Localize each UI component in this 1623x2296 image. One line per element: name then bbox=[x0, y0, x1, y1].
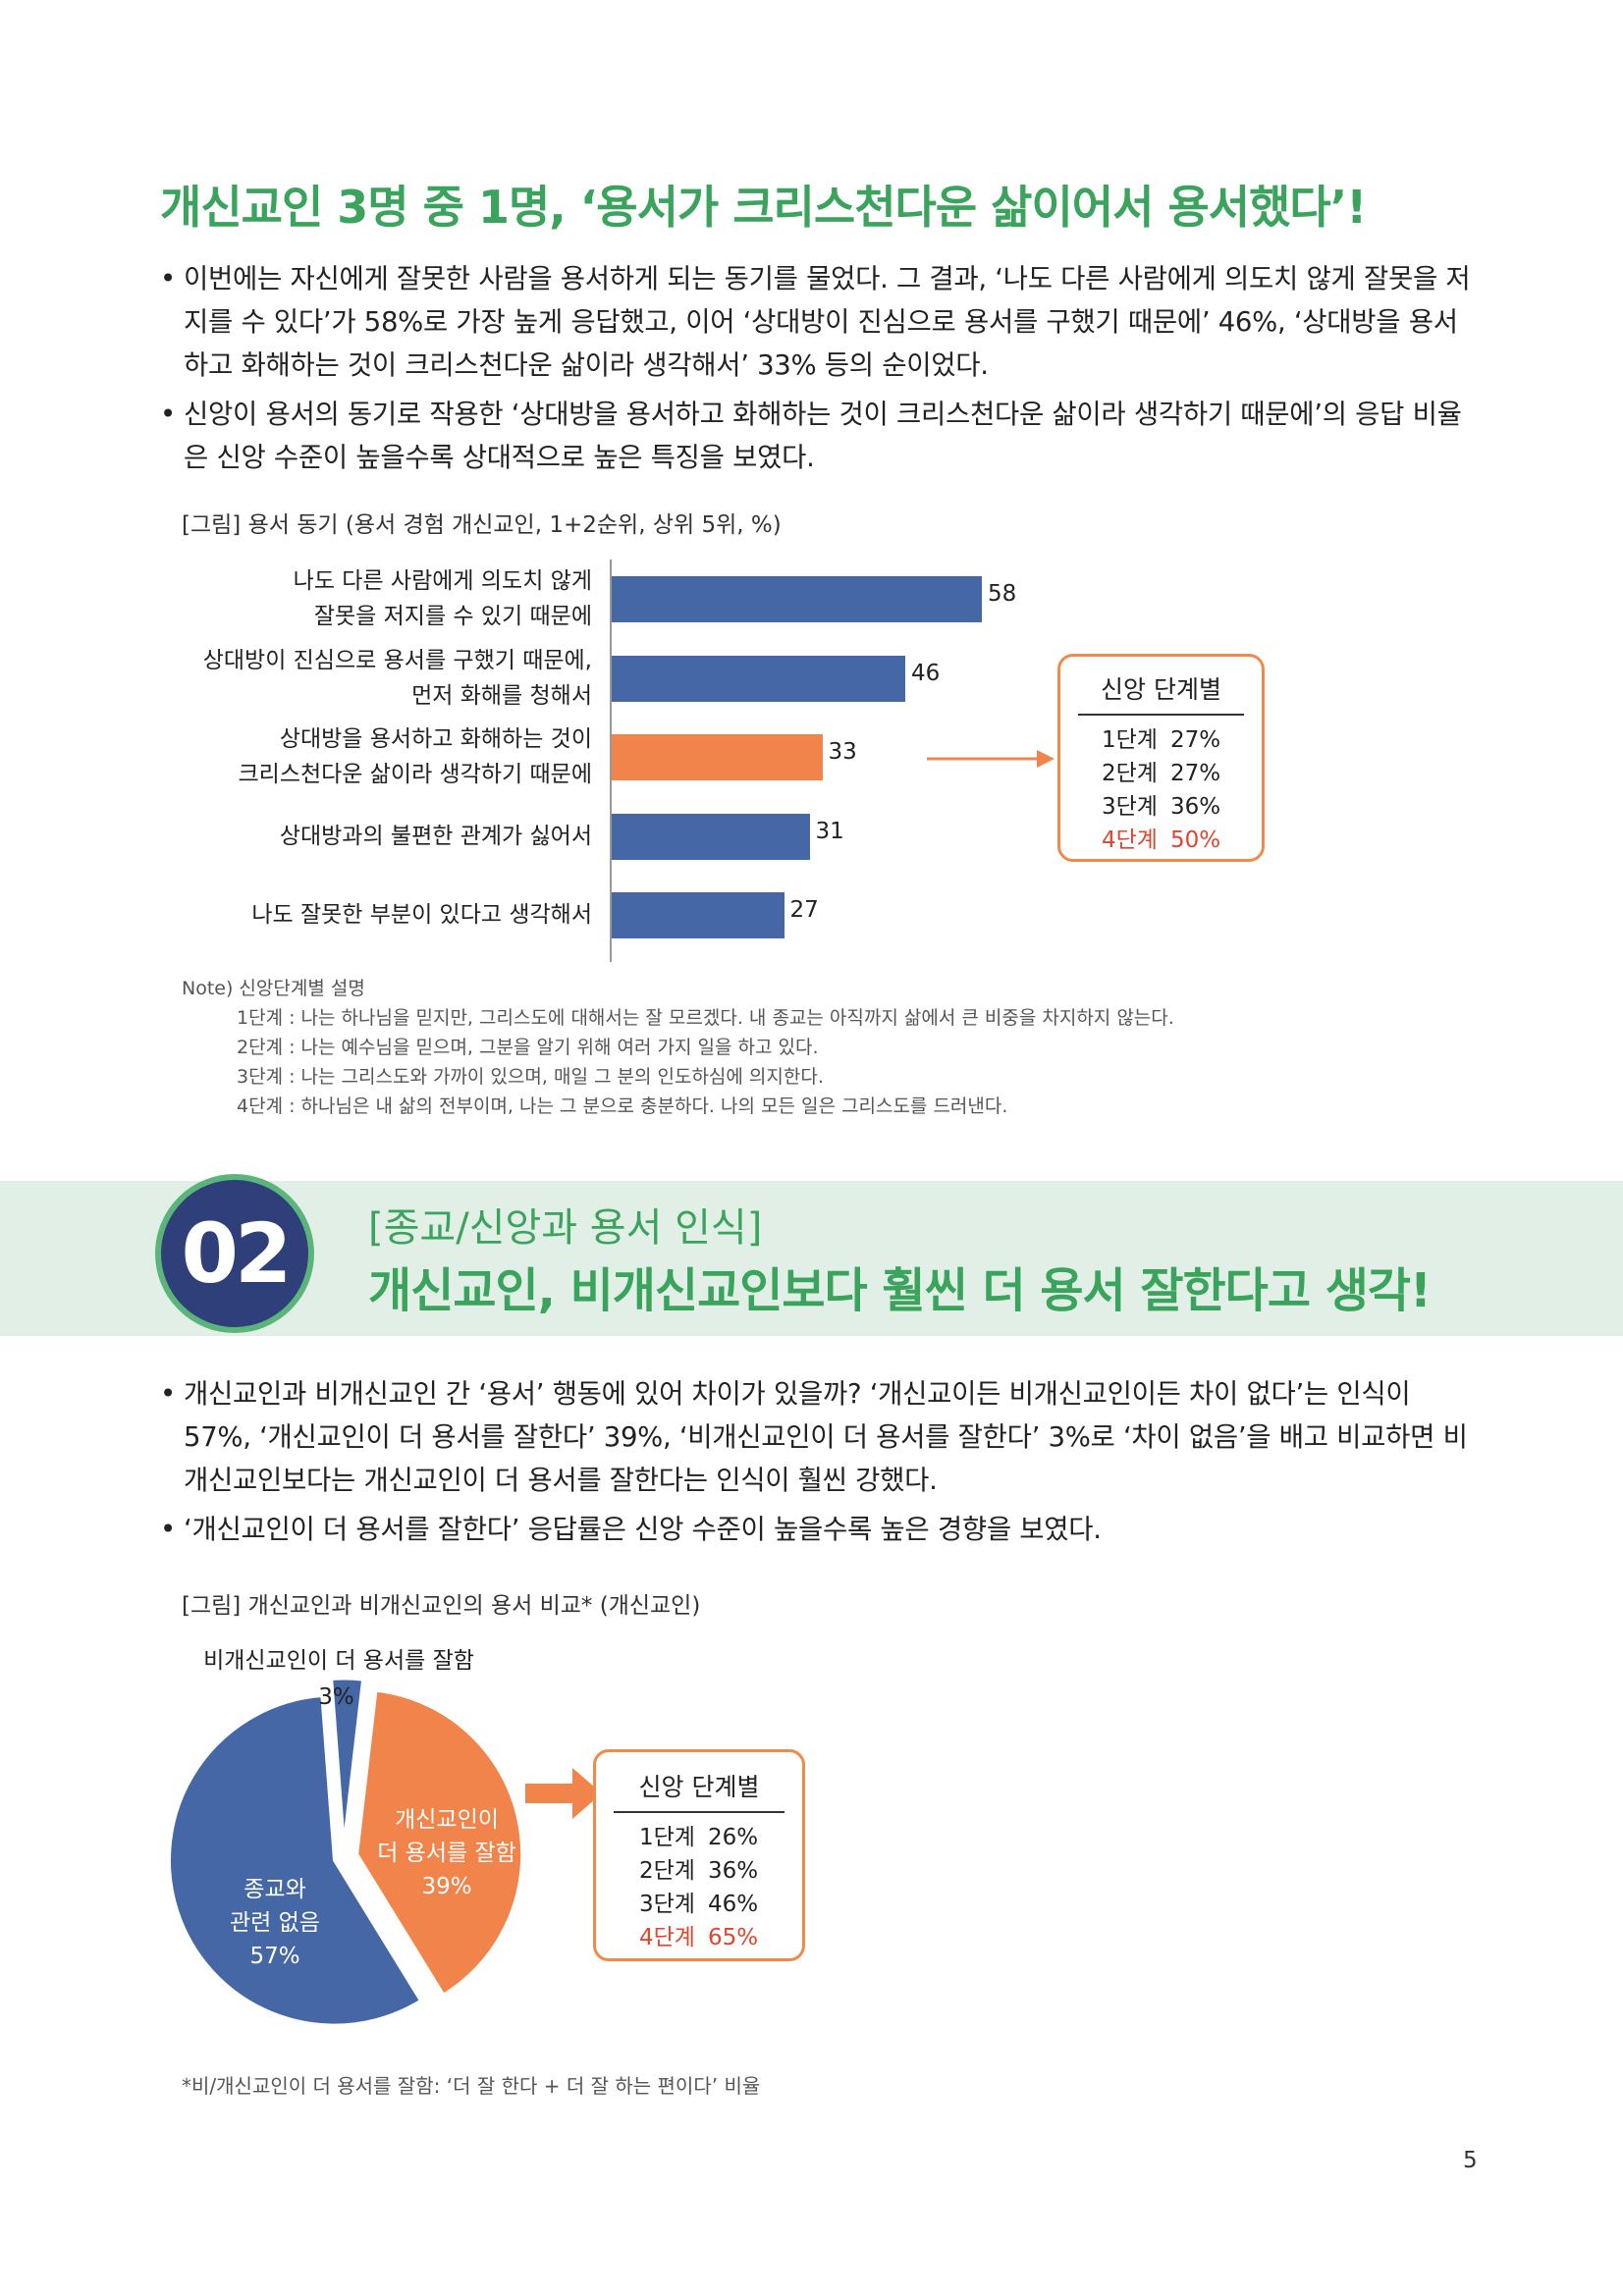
section2-title: 개신교인, 비개신교인보다 훨씬 더 용서 잘한다고 생각! bbox=[368, 1263, 1432, 1318]
bar-category-label: 상대방을 용서하고 화해하는 것이 크리스천다운 삶이라 생각하기 때문에 bbox=[238, 726, 593, 787]
pie-label-no-difference: 종교와 관련 없음 57% bbox=[230, 1877, 320, 1969]
note-line: 4단계 : 하나님은 내 삶의 전부이며, 나는 그 분으로 충분하다. 나의 … bbox=[237, 1095, 1008, 1117]
pie-slice bbox=[355, 1688, 524, 1998]
section-number-badge: 02 bbox=[155, 1174, 314, 1333]
section2-bullets: 개신교인과 비개신교인 간 ‘용서’ 행동에 있어 차이가 있을까? ‘개신교이… bbox=[160, 1372, 1476, 1557]
stage-box-2-title: 신앙 단계별 bbox=[638, 1773, 760, 1801]
bar bbox=[612, 892, 784, 938]
figure2-caption: [그림] 개신교인과 비개신교인의 용서 비교* (개신교인) bbox=[182, 1593, 701, 1619]
section2-subtitle: [종교/신앙과 용서 인식] bbox=[368, 1205, 763, 1251]
pie-slice bbox=[330, 1677, 365, 1844]
bar-value-label: 31 bbox=[815, 818, 844, 844]
bar-category-label: 나도 잘못한 부분이 있다고 생각해서 bbox=[251, 902, 592, 928]
stage-box-2-row: 3단계 46% bbox=[639, 1892, 759, 1917]
section1-title: 개신교인 3명 중 1명, ‘용서가 크리스천다운 삶이어서 용서했다’! bbox=[160, 181, 1367, 234]
bar-category-label: 상대방과의 불편한 관계가 싫어서 bbox=[279, 823, 592, 849]
stage-box-1-row: 1단계 27% bbox=[1102, 727, 1221, 753]
note-line: 1단계 : 나는 하나님을 믿지만, 그리스도에 대해서는 잘 모르겠다. 내 … bbox=[237, 1007, 1174, 1029]
bar-value-label: 33 bbox=[828, 739, 857, 765]
bar bbox=[612, 655, 905, 702]
section2-bullet-2: ‘개신교인이 더 용서를 잘한다’ 응답률은 신앙 수준이 높을수록 높은 경향… bbox=[160, 1508, 1476, 1551]
pie-slice bbox=[168, 1693, 423, 2027]
bar-category-label: 나도 다른 사람에게 의도치 않게 잘못을 저지를 수 있기 때문에 bbox=[293, 568, 592, 629]
stage-box-1-row: 3단계 36% bbox=[1102, 794, 1221, 820]
section2-bullet-1: 개신교인과 비개신교인 간 ‘용서’ 행동에 있어 차이가 있을까? ‘개신교이… bbox=[160, 1372, 1476, 1502]
figure1-caption: [그림] 용서 동기 (용서 경험 개신교인, 1+2순위, 상위 5위, %) bbox=[182, 512, 782, 538]
stage-box-1-row-highlight: 4단계 50% bbox=[1102, 828, 1221, 853]
faith-stage-note: Note) 신앙단계별 설명 1단계 : 나는 하나님을 믿지만, 그리스도에 … bbox=[182, 974, 1174, 1121]
bar-chart-axis bbox=[610, 560, 612, 962]
stage-box-1-title: 신앙 단계별 bbox=[1101, 675, 1221, 704]
bar-value-label: 27 bbox=[789, 897, 819, 923]
stage-box-2-divider bbox=[614, 1811, 784, 1813]
note-line: 3단계 : 나는 그리스도와 가까이 있으며, 매일 그 분의 인도하심에 의지… bbox=[237, 1066, 824, 1088]
stage-box-2: 신앙 단계별 1단계 26% 2단계 36% 3단계 46% 4단계 65% bbox=[593, 1749, 805, 1961]
bar-arrow-icon bbox=[927, 750, 1055, 768]
stage-box-1: 신앙 단계별 1단계 27% 2단계 27% 3단계 36% 4단계 50% bbox=[1057, 654, 1265, 862]
bar-value-label: 58 bbox=[988, 581, 1017, 607]
bar-category-label: 상대방이 진심으로 용서를 구했기 때문에, 먼저 화해를 청해서 bbox=[202, 647, 592, 709]
pie-value-non-christian: 3% bbox=[318, 1684, 354, 1710]
page-number: 5 bbox=[1463, 2148, 1478, 2173]
pie-footnote: *비/개신교인이 더 용서를 잘함: ‘더 잘 한다 + 더 잘 하는 편이다’… bbox=[182, 2074, 761, 2098]
note-title: Note) 신앙단계별 설명 bbox=[182, 978, 365, 999]
pie-label-christian: 개신교인이 더 용서를 잘함 39% bbox=[377, 1807, 516, 1899]
section1-bullets: 이번에는 자신에게 잘못한 사람을 용서하게 되는 동기를 물었다. 그 결과,… bbox=[160, 257, 1476, 485]
stage-box-2-row: 2단계 36% bbox=[639, 1858, 759, 1884]
stage-box-1-row: 2단계 27% bbox=[1102, 761, 1221, 786]
pie-label-non-christian: 비개신교인이 더 용서를 잘함 bbox=[203, 1648, 474, 1674]
stage-box-2-row-highlight: 4단계 65% bbox=[639, 1925, 759, 1950]
section1-bullet-1: 이번에는 자신에게 잘못한 사람을 용서하게 되는 동기를 물었다. 그 결과,… bbox=[160, 257, 1476, 387]
stage-box-1-divider bbox=[1078, 714, 1244, 716]
bar bbox=[612, 813, 810, 860]
pie-arrow-icon bbox=[525, 1768, 602, 1819]
bar bbox=[612, 576, 982, 622]
bar bbox=[612, 734, 823, 780]
note-line: 2단계 : 나는 예수님을 믿으며, 그분을 알기 위해 여러 가지 일을 하고… bbox=[237, 1037, 819, 1058]
stage-box-2-row: 1단계 26% bbox=[639, 1825, 759, 1850]
section1-bullet-2: 신앙이 용서의 동기로 작용한 ‘상대방을 용서하고 화해하는 것이 크리스천다… bbox=[160, 393, 1476, 479]
bar-value-label: 46 bbox=[911, 660, 941, 686]
